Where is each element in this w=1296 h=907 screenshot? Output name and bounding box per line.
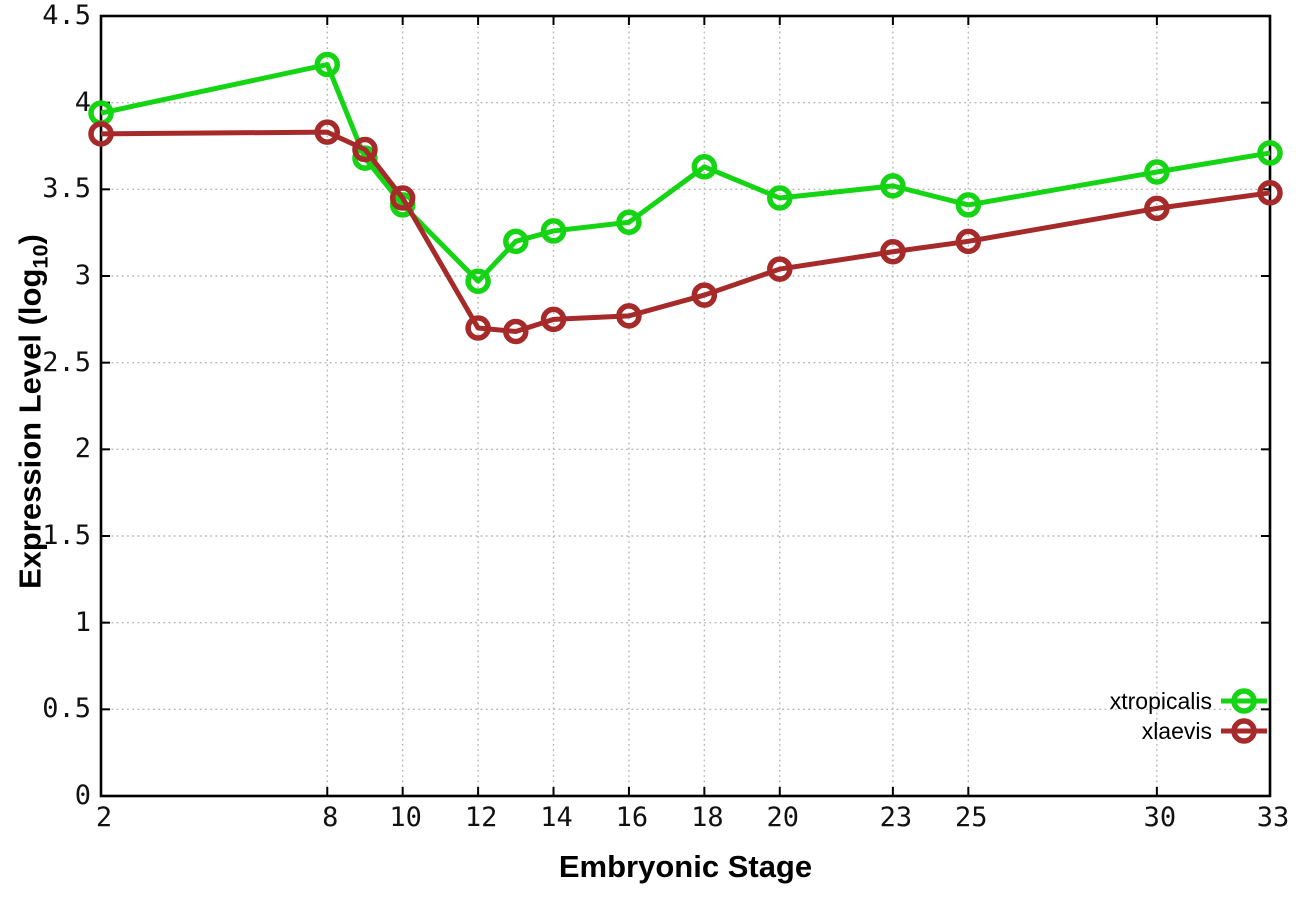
- x-tick-label: 10: [389, 802, 422, 833]
- data-point-xlaevis: [88, 121, 114, 147]
- data-point-xlaevis: [767, 256, 793, 282]
- legend-marker-icon: [1221, 688, 1267, 714]
- data-point-xtropicalis: [1144, 159, 1170, 185]
- x-tick-label: 8: [322, 802, 339, 833]
- data-point-xlaevis: [352, 136, 378, 163]
- plot-border: [99, 14, 1272, 798]
- series-line-xtropicalis: [100, 62, 1271, 284]
- x-tick-label: 20: [766, 802, 800, 833]
- legend-item-xtropicalis: xtropicalis: [1110, 686, 1268, 716]
- x-tick-label: 25: [955, 802, 988, 833]
- x-axis-title: Embryonic Stage: [558, 849, 813, 884]
- data-point-xtropicalis: [314, 51, 341, 78]
- legend-sample-marker: [1231, 688, 1257, 714]
- legend-marker-icon: [1221, 718, 1267, 744]
- data-point-xlaevis: [389, 185, 416, 211]
- y-tick-label: 2.5: [42, 346, 91, 378]
- x-tick-label: 12: [464, 802, 498, 833]
- y-axis-title-suffix: ): [12, 234, 48, 245]
- legend-sample-marker: [1231, 718, 1257, 744]
- legend: xtropicalis xlaevis: [1110, 686, 1268, 746]
- y-tick-label: 1: [74, 606, 91, 638]
- data-point-xtropicalis: [1257, 140, 1283, 166]
- data-point-xlaevis: [314, 119, 341, 145]
- x-tick-label: 2: [95, 802, 113, 833]
- data-point-xlaevis: [503, 318, 529, 345]
- legend-item-xlaevis: xlaevis: [1110, 716, 1268, 746]
- y-tick-label: 3: [74, 260, 91, 291]
- data-point-xlaevis: [616, 303, 642, 329]
- x-tick-label: 30: [1143, 802, 1177, 833]
- y-tick-label: 4: [74, 86, 91, 118]
- y-tick-label: 0.5: [42, 693, 91, 725]
- legend-label-xtropicalis: xtropicalis: [1109, 687, 1212, 714]
- series-line-xlaevis: [100, 129, 1271, 334]
- x-tick-label: 23: [879, 802, 913, 833]
- x-tick-label: 18: [691, 802, 724, 833]
- data-point-xlaevis: [1257, 180, 1283, 206]
- y-tick-label: 3.5: [42, 173, 91, 205]
- y-tick-label: 2: [74, 433, 91, 465]
- y-axis-title: Expression Level (log10): [12, 152, 53, 672]
- y-tick-label: 0: [74, 780, 91, 811]
- y-tick-label: 4.5: [42, 0, 91, 31]
- x-tick-label: 33: [1256, 802, 1290, 833]
- data-point-xtropicalis: [503, 228, 529, 255]
- data-point-xtropicalis: [955, 192, 982, 218]
- data-point-xtropicalis: [691, 154, 718, 180]
- legend-label-xlaevis: xlaevis: [1141, 717, 1212, 744]
- data-point-xtropicalis: [616, 209, 642, 236]
- y-tick-label: 1.5: [42, 520, 91, 551]
- data-point-xtropicalis: [540, 218, 567, 244]
- data-point-xtropicalis: [767, 185, 793, 211]
- data-point-xlaevis: [880, 238, 906, 265]
- data-point-xlaevis: [465, 315, 491, 341]
- data-point-xlaevis: [955, 228, 982, 255]
- x-tick-label: 14: [540, 802, 573, 833]
- data-point-xlaevis: [1144, 195, 1170, 222]
- data-point-xtropicalis: [880, 173, 906, 199]
- data-point-xlaevis: [691, 282, 718, 308]
- data-point-xlaevis: [540, 306, 567, 333]
- x-tick-label: 16: [615, 802, 649, 833]
- data-point-xtropicalis: [465, 268, 491, 294]
